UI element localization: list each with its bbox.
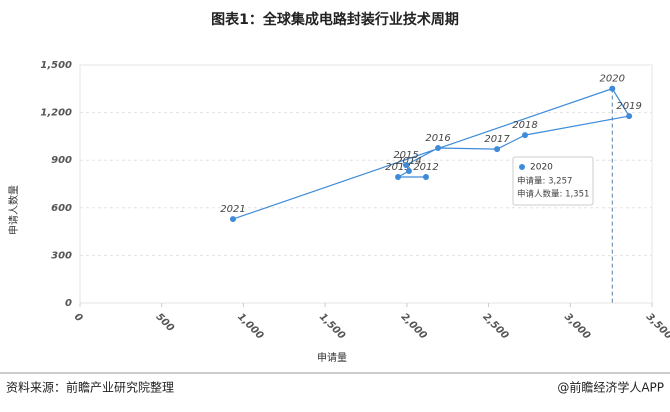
x-tick-label: 1,000 (235, 311, 265, 341)
point-label: 2021 (220, 204, 245, 215)
point-label: 2020 (600, 74, 625, 85)
chart-title: 图表1：全球集成电路封装行业技术周期 (211, 11, 459, 28)
point (435, 144, 442, 151)
y-tick-label: 0 (65, 298, 72, 309)
point-label: 2013 (385, 162, 410, 173)
point (229, 216, 236, 223)
tooltip-title: 2020 (530, 163, 553, 173)
x-tick-label: 0 (72, 311, 85, 324)
point (395, 174, 402, 181)
plot-frame (79, 64, 653, 304)
x-tick-label: 2,500 (480, 311, 510, 341)
point (522, 132, 529, 139)
point (422, 174, 429, 181)
point-label: 2014 (396, 156, 421, 167)
x-tick-label: 2,000 (399, 311, 429, 341)
point-label: 2016 (425, 133, 450, 144)
point (494, 146, 501, 153)
point (405, 167, 412, 174)
y-axis-label: 申请人数量 (7, 185, 20, 235)
point-label: 2018 (512, 120, 537, 131)
tooltip-marker (519, 164, 525, 170)
point-label: 2017 (484, 134, 510, 145)
point-label: 2012 (413, 162, 438, 173)
tooltip-box (512, 156, 594, 206)
x-tick-label: 3,000 (562, 311, 592, 341)
y-tick-label: 300 (51, 250, 72, 261)
source: 资料来源：前瞻产业研究院整理 (6, 380, 174, 395)
point (626, 113, 633, 120)
point (403, 161, 410, 168)
tooltip: 2020 申请量: 3,257 申请人数量: 1,351 (512, 156, 594, 206)
point-label: 2019 (616, 101, 641, 112)
y-tick-label: 900 (51, 155, 72, 166)
y-tick-label: 600 (51, 203, 72, 214)
point (609, 85, 616, 92)
x-tick-label: 3,500 (644, 311, 670, 341)
x-axis-label: 申请量 (317, 351, 347, 364)
y-tick-label: 1,200 (40, 108, 72, 119)
trajectory (232, 87, 631, 220)
point-label: 2015 (393, 150, 418, 161)
x-tick-label: 500 (153, 311, 176, 334)
credit: @前瞻经济学人APP (557, 380, 664, 395)
y-tick-label: 1,500 (40, 60, 72, 71)
x-tick-label: 1,500 (317, 311, 347, 341)
tooltip-line: 申请人数量: 1,351 (517, 189, 589, 200)
tooltip-line: 申请量: 3,257 (517, 176, 572, 187)
